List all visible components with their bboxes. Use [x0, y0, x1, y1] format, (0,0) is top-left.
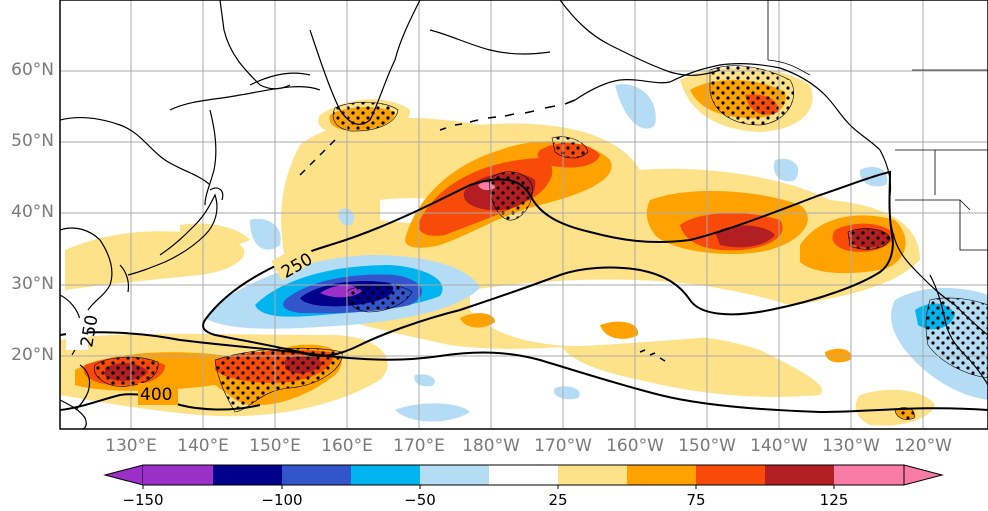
lon-label-120w: 120°W [894, 436, 952, 456]
colorbar-tick-25: 25 [548, 491, 568, 509]
map-plot-area [60, 0, 988, 429]
significance-stippling [94, 65, 988, 420]
lon-label-180w: 180°W [462, 436, 520, 456]
colorbar-tick-minus50: −50 [404, 491, 436, 509]
lon-label-130e: 130°E [105, 436, 157, 456]
contour-label-400: 400 [140, 385, 172, 405]
lon-label-140e: 140°E [177, 436, 229, 456]
borders [767, 0, 988, 251]
lat-label-30n: 30°N [11, 274, 54, 294]
graticule [60, 0, 988, 429]
map-frame [59, 0, 988, 430]
colorbar-tick-125: 125 [819, 491, 849, 509]
lon-label-150e: 150°E [249, 436, 301, 456]
colorbar-tick-minus150: −150 [122, 491, 164, 509]
lat-label-20n: 20°N [11, 345, 54, 365]
lat-label-40n: 40°N [11, 202, 54, 222]
lon-label-170e: 170°E [393, 436, 445, 456]
lon-label-160e: 160°E [321, 436, 373, 456]
lon-label-170w: 170°W [534, 436, 592, 456]
lon-label-140w: 140°W [750, 436, 808, 456]
lon-label-130w: 130°W [822, 436, 880, 456]
coastlines [60, 0, 988, 429]
lat-label-50n: 50°N [11, 131, 54, 151]
lon-label-150w: 150°W [678, 436, 736, 456]
colorbar-tick-75: 75 [686, 491, 706, 509]
colorbar-tick-minus100: −100 [261, 491, 303, 509]
lat-label-60n: 60°N [11, 60, 54, 80]
colorbar [103, 464, 944, 489]
lon-label-160w: 160°W [606, 436, 664, 456]
